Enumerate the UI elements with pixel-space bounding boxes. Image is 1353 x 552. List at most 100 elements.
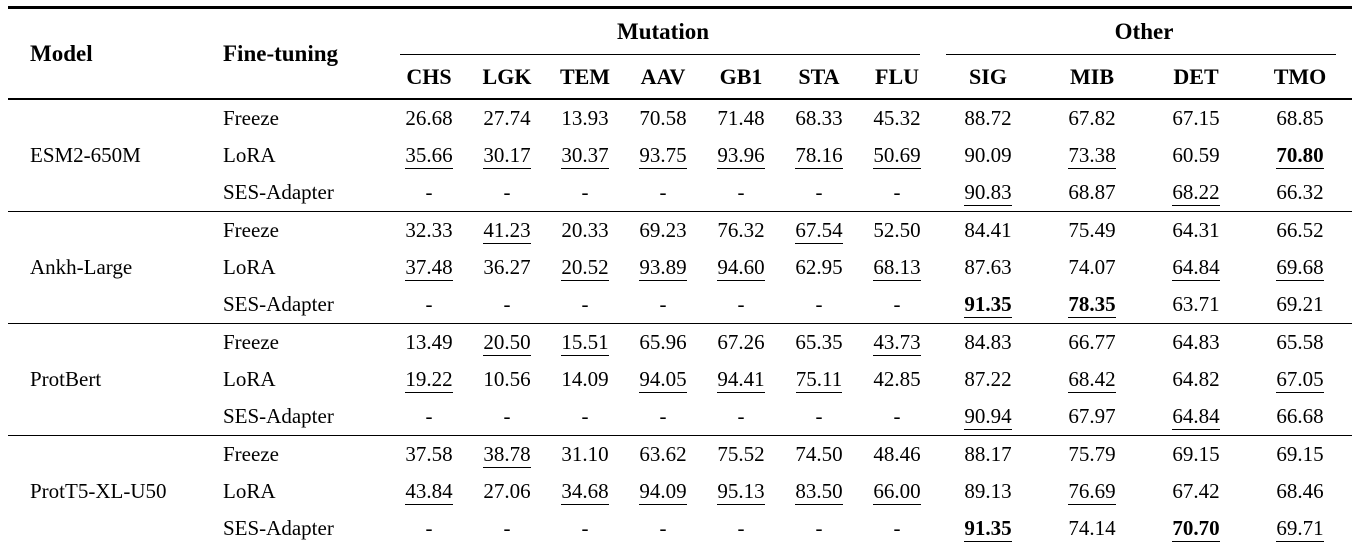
value: -	[581, 180, 589, 204]
second-best-value: 43.73	[873, 329, 921, 356]
second-best-value: 95.13	[717, 478, 765, 505]
second-best-value: 20.52	[561, 254, 609, 281]
value-cell: -	[468, 286, 546, 324]
value-cell: 62.95	[780, 249, 858, 286]
value: 64.82	[1172, 367, 1220, 391]
value-cell: 41.23	[468, 212, 546, 250]
column-header-aav: AAV	[640, 63, 686, 89]
value-cell: 78.35	[1040, 286, 1144, 324]
value: 75.49	[1068, 218, 1116, 242]
table-row: LoRA 35.66 30.17 30.37 93.75 93.96 78.16 50.69 9…	[8, 137, 1352, 174]
second-best-value: 64.84	[1172, 254, 1220, 281]
fine-tuning-method-cell: LoRA	[223, 255, 276, 279]
value-cell: 38.78	[468, 436, 546, 474]
second-best-value: 41.23	[483, 217, 531, 244]
value: 69.15	[1276, 442, 1324, 466]
value: 71.48	[717, 106, 765, 130]
value: 87.63	[964, 255, 1012, 279]
value-cell: -	[468, 398, 546, 436]
second-best-value: 68.13	[873, 254, 921, 281]
value-cell: -	[702, 398, 780, 436]
value: 89.13	[964, 479, 1012, 503]
value-cell: 90.94	[936, 398, 1040, 436]
value-cell: -	[780, 510, 858, 547]
second-best-value: 94.60	[717, 254, 765, 281]
value-cell: 74.50	[780, 436, 858, 474]
table-row: SES-Adapter - - - - - - - 90.94 67.97 64.84 66.68	[8, 398, 1352, 436]
value: -	[815, 180, 823, 204]
second-best-value: 94.41	[717, 366, 765, 393]
value-cell: 19.22	[390, 361, 468, 398]
value-cell: 37.48	[390, 249, 468, 286]
value-cell: 87.22	[936, 361, 1040, 398]
value-cell: 64.83	[1144, 324, 1248, 362]
value-cell: -	[390, 510, 468, 547]
value-cell: 34.68	[546, 473, 624, 510]
model-name-cell: ESM2-650M	[30, 143, 141, 167]
value-cell: 30.17	[468, 137, 546, 174]
header-columns-row: CHS LGK TEM AAV GB1 STA FLU SIG MIB DET TMO	[8, 55, 1352, 99]
value: -	[893, 292, 901, 316]
value-cell: 67.42	[1144, 473, 1248, 510]
value-cell: -	[780, 286, 858, 324]
value: 74.07	[1068, 255, 1116, 279]
second-best-value: 76.69	[1068, 478, 1116, 505]
fine-tuning-method-cell: LoRA	[223, 367, 276, 391]
value-cell: 65.58	[1248, 324, 1352, 362]
fine-tuning-method-cell: LoRA	[223, 479, 276, 503]
value: -	[893, 180, 901, 204]
second-best-value: 68.42	[1068, 366, 1116, 393]
value-cell: 69.15	[1248, 436, 1352, 474]
value: 13.93	[561, 106, 609, 130]
value: 67.15	[1172, 106, 1220, 130]
column-header-gb1: GB1	[719, 63, 763, 89]
best-value: 91.35	[964, 515, 1012, 542]
value-cell: 48.46	[858, 436, 936, 474]
value-cell: 37.58	[390, 436, 468, 474]
value-cell: 26.68	[390, 99, 468, 137]
value-cell: 88.72	[936, 99, 1040, 137]
second-best-value: 66.00	[873, 478, 921, 505]
value-cell: 90.09	[936, 137, 1040, 174]
value: -	[815, 404, 823, 428]
fine-tuning-method-cell: SES-Adapter	[223, 180, 334, 204]
value-cell: 90.83	[936, 174, 1040, 212]
value: 87.22	[964, 367, 1012, 391]
fine-tuning-method-cell: SES-Adapter	[223, 292, 334, 316]
value: 36.27	[483, 255, 531, 279]
value: 67.97	[1068, 404, 1116, 428]
value: 66.77	[1068, 330, 1116, 354]
header-other-group: Other	[936, 8, 1352, 56]
value: -	[425, 292, 433, 316]
value: -	[659, 292, 667, 316]
table-header: Model Fine-tuning Mutation Other CHS LGK T…	[8, 8, 1353, 99]
best-value: 70.80	[1276, 142, 1324, 169]
value: 76.32	[717, 218, 765, 242]
value-cell: 52.50	[858, 212, 936, 250]
value: -	[893, 404, 901, 428]
value-cell: 67.82	[1040, 99, 1144, 137]
second-best-value: 43.84	[405, 478, 453, 505]
value: 52.50	[873, 218, 921, 242]
value-cell: 20.33	[546, 212, 624, 250]
value-cell: 45.32	[858, 99, 936, 137]
value-cell: -	[702, 286, 780, 324]
value: 67.82	[1068, 106, 1116, 130]
value-cell: 76.69	[1040, 473, 1144, 510]
value-cell: 67.97	[1040, 398, 1144, 436]
value-cell: -	[624, 510, 702, 547]
fine-tuning-method-cell: SES-Adapter	[223, 516, 334, 540]
value-cell: -	[624, 398, 702, 436]
value-cell: -	[468, 510, 546, 547]
second-best-value: 50.69	[873, 142, 921, 169]
column-header-chs: CHS	[406, 63, 452, 89]
value: 45.32	[873, 106, 921, 130]
value-cell: 74.07	[1040, 249, 1144, 286]
second-best-value: 75.11	[795, 366, 843, 393]
value-cell: 76.32	[702, 212, 780, 250]
value: -	[737, 404, 745, 428]
value-cell: -	[858, 174, 936, 212]
value-cell: 68.13	[858, 249, 936, 286]
second-best-value: 69.68	[1276, 254, 1324, 281]
value: 88.72	[964, 106, 1012, 130]
